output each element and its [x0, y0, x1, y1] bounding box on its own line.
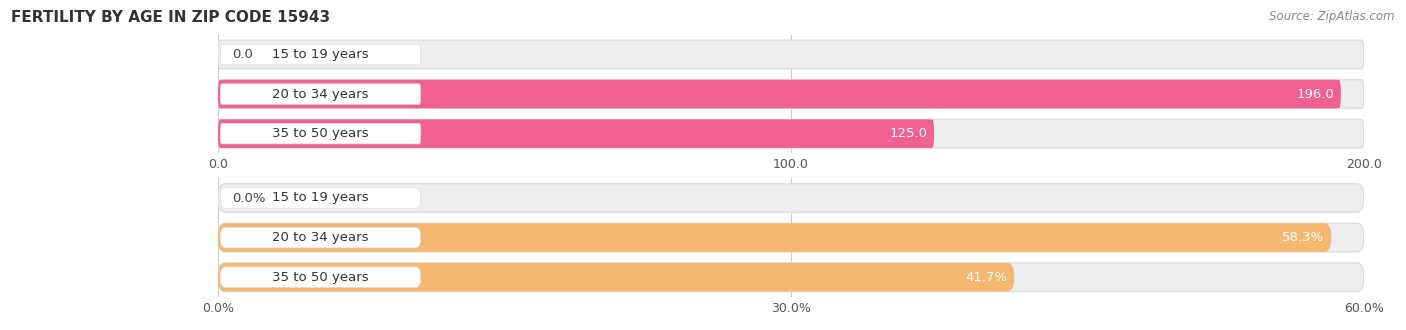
FancyBboxPatch shape	[218, 80, 1364, 108]
FancyBboxPatch shape	[221, 123, 420, 144]
FancyBboxPatch shape	[221, 84, 420, 104]
Text: 196.0: 196.0	[1296, 87, 1334, 101]
Text: FERTILITY BY AGE IN ZIP CODE 15943: FERTILITY BY AGE IN ZIP CODE 15943	[11, 10, 330, 25]
FancyBboxPatch shape	[218, 40, 1364, 69]
FancyBboxPatch shape	[221, 267, 420, 287]
Text: 15 to 19 years: 15 to 19 years	[273, 191, 368, 205]
FancyBboxPatch shape	[221, 227, 420, 248]
FancyBboxPatch shape	[218, 223, 1364, 252]
Text: 20 to 34 years: 20 to 34 years	[273, 87, 368, 101]
Text: 15 to 19 years: 15 to 19 years	[273, 48, 368, 61]
Text: 35 to 50 years: 35 to 50 years	[273, 271, 368, 284]
FancyBboxPatch shape	[218, 119, 934, 148]
Text: 58.3%: 58.3%	[1282, 231, 1324, 244]
FancyBboxPatch shape	[218, 263, 1014, 291]
FancyBboxPatch shape	[221, 188, 420, 208]
Text: 0.0: 0.0	[232, 48, 253, 61]
Text: 35 to 50 years: 35 to 50 years	[273, 127, 368, 140]
Text: 20 to 34 years: 20 to 34 years	[273, 231, 368, 244]
Text: 0.0%: 0.0%	[232, 191, 266, 205]
FancyBboxPatch shape	[218, 80, 1341, 108]
Text: Source: ZipAtlas.com: Source: ZipAtlas.com	[1270, 10, 1395, 23]
FancyBboxPatch shape	[218, 184, 1364, 212]
FancyBboxPatch shape	[218, 263, 1364, 291]
FancyBboxPatch shape	[221, 44, 420, 65]
Text: 125.0: 125.0	[889, 127, 927, 140]
Text: 41.7%: 41.7%	[966, 271, 1008, 284]
FancyBboxPatch shape	[218, 119, 1364, 148]
FancyBboxPatch shape	[218, 223, 1331, 252]
